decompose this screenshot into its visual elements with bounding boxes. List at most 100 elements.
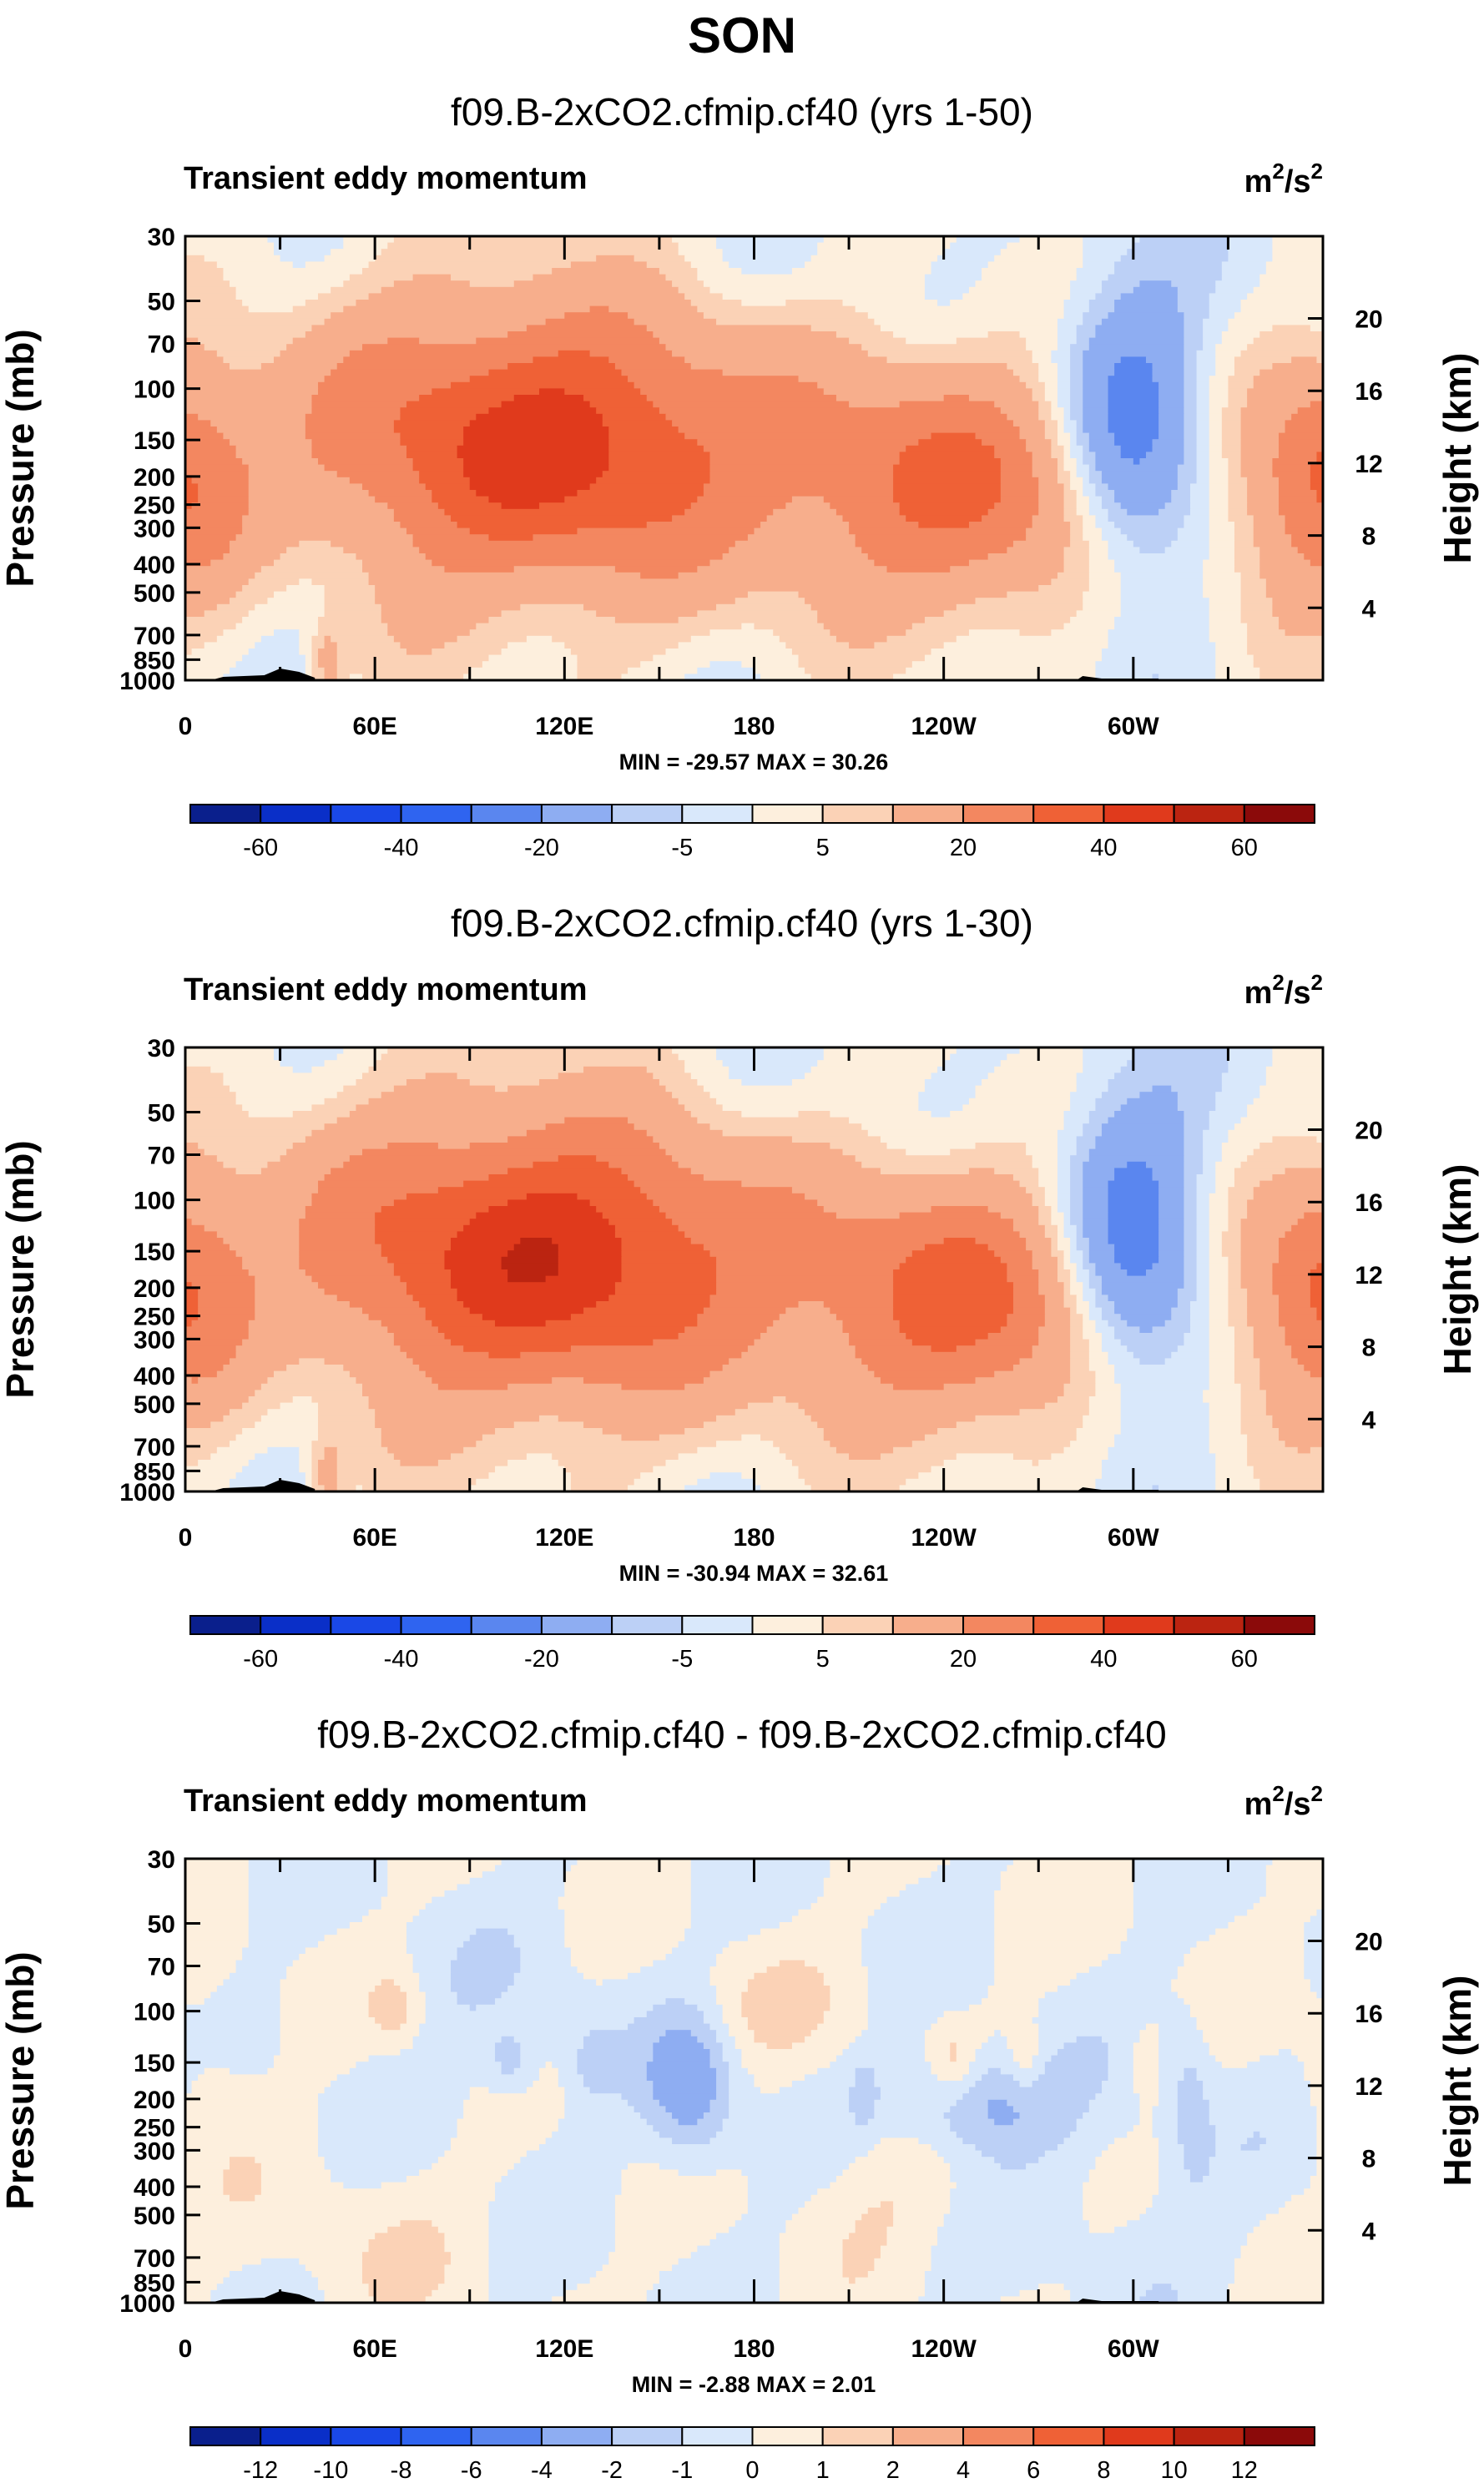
y-right-axis-label: Height (km)	[1436, 1164, 1479, 1375]
x-tick-label: 120E	[535, 713, 593, 740]
colorbar-box	[821, 2426, 894, 2446]
y-tick-label: 30	[148, 1846, 175, 1874]
colorbar-label: -1	[671, 2457, 693, 2482]
colorbar-label: 8	[1097, 2457, 1110, 2482]
y-tick-label: 700	[134, 1434, 175, 1461]
y-tick-label: 100	[134, 1999, 175, 2026]
page-title: SON	[687, 8, 797, 63]
panel-subtitle: Transient eddy momentum	[184, 1784, 588, 1819]
y-right-tick-label: 4	[1362, 595, 1376, 623]
y-tick-label: 70	[148, 331, 175, 359]
panel-2: f09.B-2xCO2.cfmip.cf40 (yrs 1-30) Transie…	[0, 901, 1479, 1671]
x-tick-label: 180	[733, 1524, 775, 1552]
y-tick-label: 850	[134, 647, 175, 674]
y-tick-label: 850	[134, 1458, 175, 1486]
y-right-tick-label: 4	[1362, 2218, 1376, 2245]
colorbar-box	[891, 2426, 965, 2446]
colorbar-box	[400, 2426, 472, 2446]
panel-subtitle: Transient eddy momentum	[184, 161, 588, 196]
colorbar-label: 60	[1231, 835, 1258, 860]
x-tick-label: 60E	[352, 713, 396, 740]
colorbar-label: -5	[671, 835, 693, 860]
colorbar-label: 10	[1160, 2457, 1187, 2482]
colorbar-box	[189, 2426, 262, 2446]
y-tick-label: 700	[134, 2245, 175, 2273]
colorbar-label: -10	[313, 2457, 348, 2482]
x-tick-label: 180	[733, 2335, 775, 2363]
y-tick-label: 70	[148, 1954, 175, 1981]
colorbar-label: -6	[461, 2457, 482, 2482]
y-tick-label: 100	[134, 1188, 175, 1215]
colorbar-label: -40	[384, 1646, 419, 1671]
panel-title: f09.B-2xCO2.cfmip.cf40 (yrs 1-50)	[451, 90, 1033, 134]
y-right-tick-label: 20	[1355, 1118, 1382, 1145]
y-tick-label: 1000	[119, 1479, 175, 1506]
y-tick-label: 300	[134, 515, 175, 543]
colorbar-label: -20	[524, 1646, 559, 1671]
y-tick-label: 400	[134, 552, 175, 579]
panel-3: f09.B-2xCO2.cfmip.cf40 - f09.B-2xCO2.cfm…	[0, 1713, 1479, 2482]
x-tick-label: 0	[179, 1524, 193, 1552]
colorbar-box	[751, 2426, 824, 2446]
min-max-stats: MIN = -29.57 MAX = 30.26	[619, 749, 889, 775]
y-right-tick-label: 12	[1355, 2073, 1382, 2101]
colorbar-box	[962, 2426, 1035, 2446]
y-tick-label: 1000	[119, 2290, 175, 2318]
colorbar-label: 60	[1231, 1646, 1258, 1671]
y-tick-label: 1000	[119, 668, 175, 695]
y-tick-label: 200	[134, 464, 175, 492]
y-tick-label: 700	[134, 623, 175, 650]
colorbar-box	[1243, 1615, 1315, 1635]
y-right-tick-label: 8	[1362, 2146, 1376, 2173]
colorbar-box	[1032, 2426, 1105, 2446]
y-right-tick-label: 12	[1355, 1262, 1382, 1289]
y-tick-label: 300	[134, 1326, 175, 1354]
min-max-stats: MIN = -30.94 MAX = 32.61	[619, 1561, 889, 1586]
colorbar-box	[540, 2426, 613, 2446]
y-right-tick-label: 16	[1355, 378, 1382, 406]
colorbar-box	[260, 2426, 332, 2446]
x-tick-label: 60W	[1108, 1524, 1159, 1552]
y-tick-label: 200	[134, 1275, 175, 1303]
y-tick-label: 250	[134, 2115, 175, 2142]
colorbar-label: -2	[601, 2457, 623, 2482]
colorbar-label: -60	[243, 1646, 278, 1671]
colorbar-label: 6	[1027, 2457, 1040, 2482]
colorbar-label: -5	[671, 1646, 693, 1671]
colorbar-label: 5	[816, 835, 830, 860]
panel-1: f09.B-2xCO2.cfmip.cf40 (yrs 1-50) Transie…	[0, 90, 1479, 860]
y-axis-label: Pressure (mb)	[0, 1951, 42, 2209]
colorbar-label: -4	[531, 2457, 553, 2482]
y-right-axis-label: Height (km)	[1436, 353, 1479, 564]
units-label: m2/s2	[1244, 159, 1323, 199]
y-tick-label: 500	[134, 1391, 175, 1419]
colorbar-label: 40	[1090, 1646, 1117, 1671]
y-right-axis-label: Height (km)	[1436, 1976, 1479, 2187]
y-tick-label: 250	[134, 492, 175, 520]
y-axis-label: Pressure (mb)	[0, 329, 42, 587]
colorbar-label: 1	[816, 2457, 830, 2482]
colorbar-box	[1243, 2426, 1315, 2446]
heatmap-field	[185, 1047, 1324, 1492]
y-tick-label: 50	[148, 1911, 175, 1939]
colorbar-box	[330, 2426, 402, 2446]
y-tick-label: 400	[134, 1363, 175, 1390]
y-tick-label: 70	[148, 1143, 175, 1170]
panel-title: f09.B-2xCO2.cfmip.cf40 - f09.B-2xCO2.cfm…	[317, 1713, 1166, 1756]
colorbar-label: 20	[950, 1646, 977, 1671]
y-tick-label: 150	[134, 2050, 175, 2077]
x-tick-label: 0	[179, 2335, 193, 2363]
y-right-tick-label: 12	[1355, 451, 1382, 478]
heatmap-field	[185, 236, 1324, 681]
colorbar-label: 0	[745, 2457, 759, 2482]
colorbar-label: -8	[391, 2457, 412, 2482]
y-tick-label: 850	[134, 2269, 175, 2297]
x-tick-label: 120E	[535, 2335, 593, 2363]
colorbar-box	[470, 2426, 543, 2446]
y-tick-label: 250	[134, 1304, 175, 1331]
colorbar-box	[1173, 2426, 1245, 2446]
y-tick-label: 30	[148, 1035, 175, 1062]
colorbar-label: 5	[816, 1646, 830, 1671]
colorbar-label: 4	[957, 2457, 970, 2482]
x-tick-label: 120W	[911, 1524, 977, 1552]
